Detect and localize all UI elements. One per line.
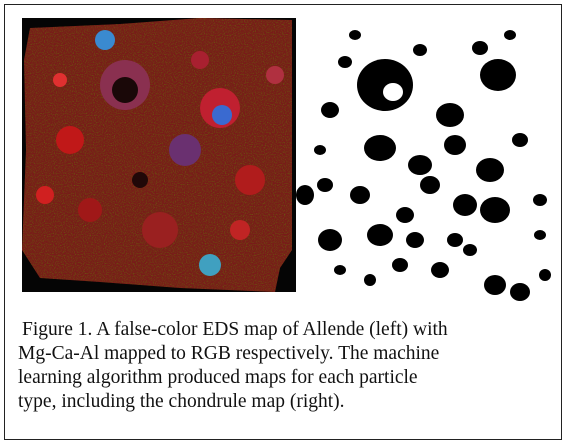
caption-line: Mg-Ca-Al mapped to RGB respectively. The… — [18, 342, 439, 366]
figure-images — [0, 0, 568, 320]
caption-line: learning algorithm produced maps for eac… — [18, 366, 418, 390]
page: Figure 1. A false-color EDS map of Allen… — [0, 0, 568, 445]
caption-line: Figure 1. A false-color EDS map of Allen… — [22, 318, 448, 342]
caption-line: type, including the chondrule map (right… — [18, 390, 345, 414]
eds-map — [22, 18, 296, 292]
chondrule-map — [296, 18, 556, 310]
